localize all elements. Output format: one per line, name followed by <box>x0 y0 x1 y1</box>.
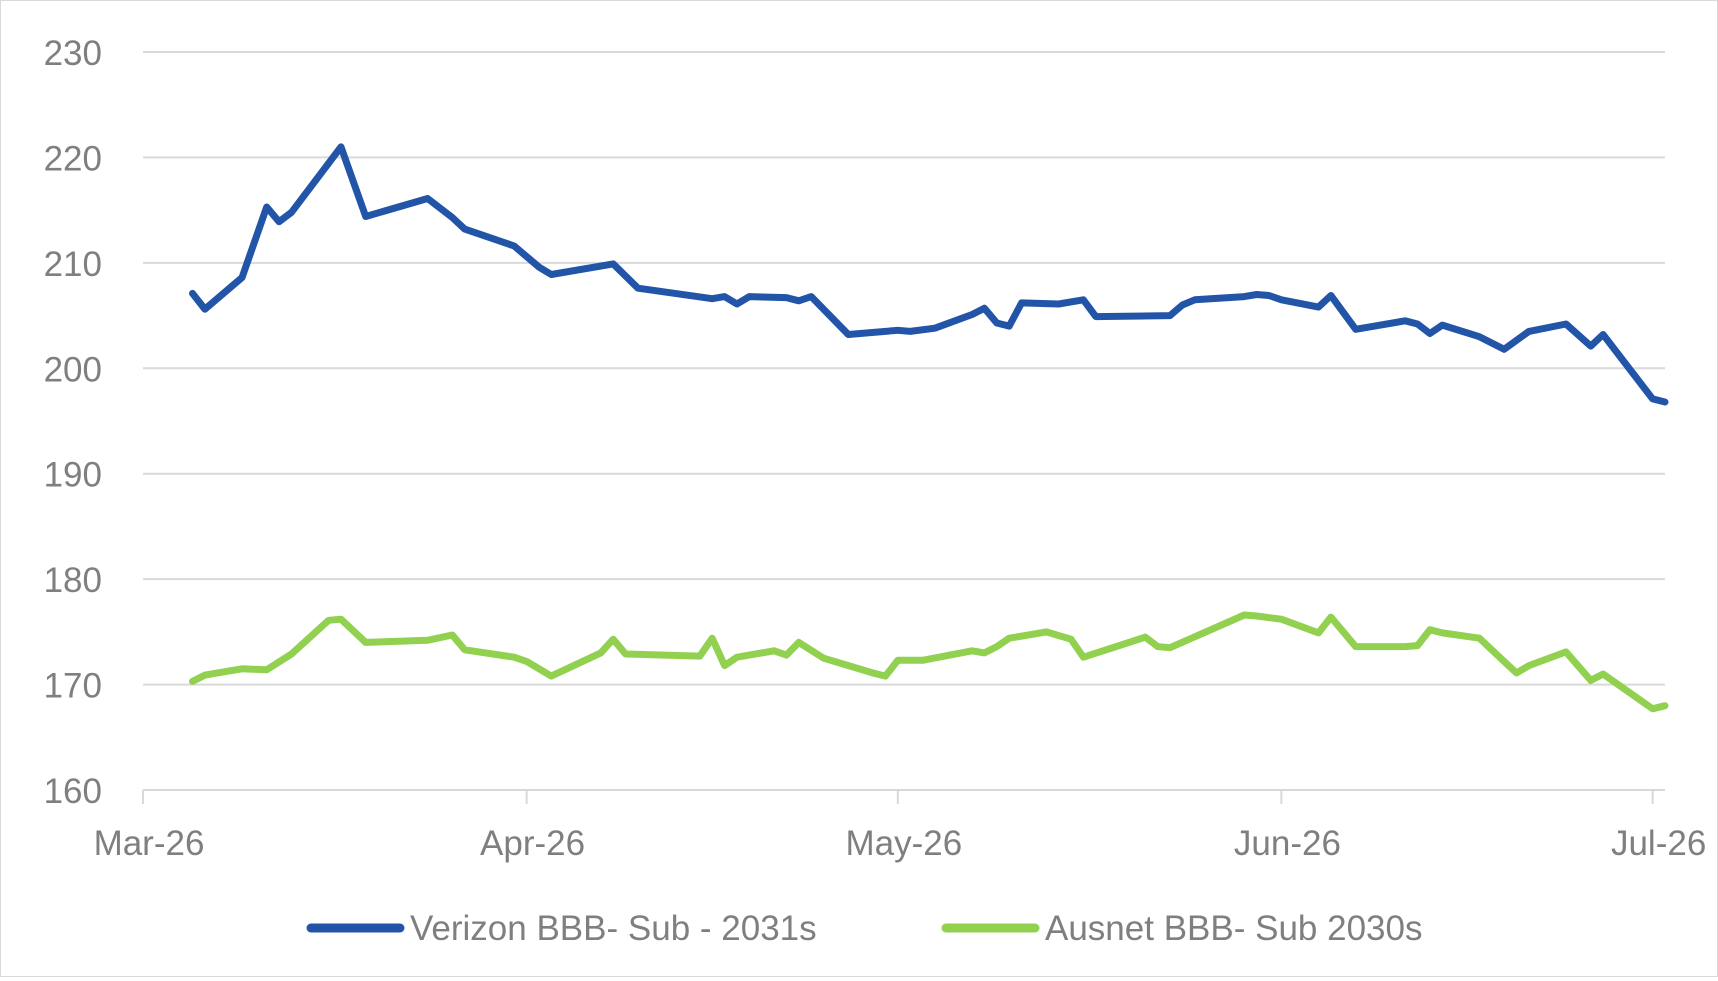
y-axis-tick-labels: 160 170 180 190 200 210 220 230 <box>44 34 102 811</box>
y-tick-label: 160 <box>44 772 102 811</box>
x-tick-label: Jun-26 <box>1234 824 1341 863</box>
y-tick-label: 190 <box>44 456 102 495</box>
x-tick-label: Mar-26 <box>94 824 205 863</box>
y-tick-label: 180 <box>44 561 102 600</box>
x-tick-label: May-26 <box>845 824 962 863</box>
legend: Verizon BBB- Sub - 2031s Ausnet BBB- Sub … <box>306 909 1422 948</box>
y-tick-label: 230 <box>44 34 102 73</box>
x-axis: Mar-26 Apr-26 May-26 Jun-26 Jul-26 <box>94 789 1706 863</box>
x-tick-label: Apr-26 <box>480 824 585 863</box>
y-tick-label: 210 <box>44 245 102 284</box>
y-tick-label: 200 <box>44 350 102 389</box>
series-line-2 <box>189 611 1669 713</box>
series-lines <box>189 143 1669 713</box>
x-tick-label: Jul-26 <box>1611 824 1706 863</box>
legend-label-2: Ausnet BBB- Sub 2030s <box>1045 909 1422 948</box>
y-tick-label: 170 <box>44 667 102 706</box>
gridlines <box>143 51 1665 686</box>
legend-label-1: Verizon BBB- Sub - 2031s <box>410 909 817 948</box>
y-tick-label: 220 <box>44 139 102 178</box>
series-line-1 <box>189 143 1669 406</box>
